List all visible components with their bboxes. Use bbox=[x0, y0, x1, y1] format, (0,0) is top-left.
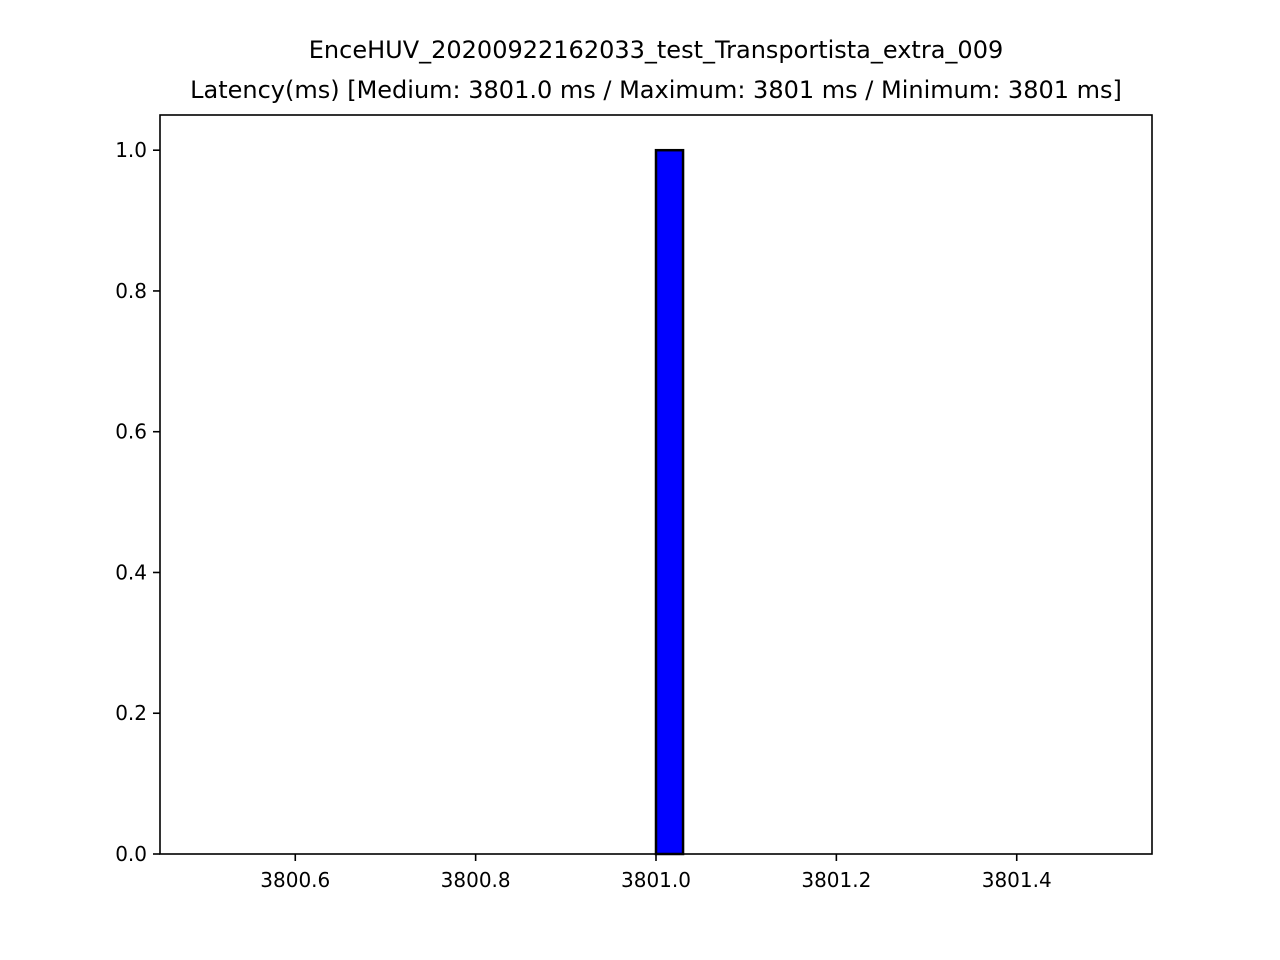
x-tick-label: 3800.6 bbox=[260, 868, 330, 892]
chart-subtitle: Latency(ms) [Medium: 3801.0 ms / Maximum… bbox=[190, 76, 1122, 104]
histogram-bar-0 bbox=[654, 148, 685, 856]
x-tick-label: 3801.4 bbox=[982, 868, 1052, 892]
y-tick-label: 0.2 bbox=[115, 701, 147, 725]
x-tick-label: 3800.8 bbox=[441, 868, 511, 892]
chart-title: EnceHUV_20200922162033_test_Transportist… bbox=[309, 36, 1003, 64]
y-tick-label: 0.4 bbox=[115, 560, 147, 584]
bars-layer bbox=[654, 148, 685, 856]
x-tick-label: 3801.2 bbox=[801, 868, 871, 892]
x-tick-label: 3801.0 bbox=[621, 868, 691, 892]
y-tick-label: 0.6 bbox=[115, 420, 147, 444]
y-tick-label: 1.0 bbox=[115, 138, 147, 162]
axes-layer: 3800.6 3800.8 3801.0 3801.2 3801.4 0.0 0.2 0.4 0… bbox=[115, 114, 1153, 892]
y-tick-label: 0.0 bbox=[115, 842, 147, 866]
y-tick-label: 0.8 bbox=[115, 279, 147, 303]
